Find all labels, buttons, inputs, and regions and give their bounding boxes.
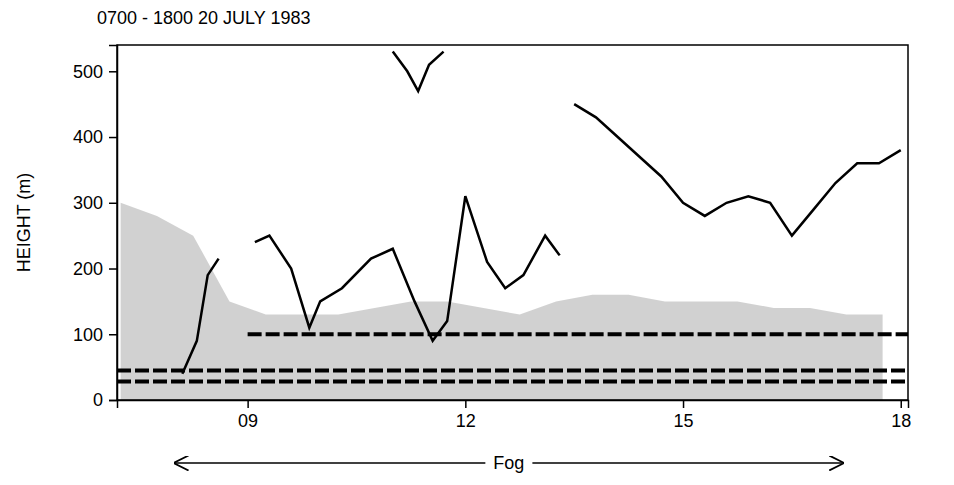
y-tick-mark — [109, 137, 117, 139]
y-tick-mark — [109, 268, 117, 270]
x-tick-label: 15 — [674, 411, 694, 431]
x-tick-mark — [900, 400, 902, 408]
y-tick: 500 — [73, 62, 117, 82]
x-tick: 18 — [891, 400, 911, 431]
plot-frame — [117, 45, 908, 400]
echo-trace — [117, 368, 908, 372]
x-tick: 12 — [456, 400, 476, 431]
chart: 0700 - 1800 20 JULY 1983 HEIGHT (m) 0 100 20… — [0, 0, 954, 485]
y-axis: 0 100 200 300 400 500 — [73, 46, 118, 411]
echo-trace — [117, 380, 908, 384]
echo-trace — [574, 104, 901, 235]
x-tick: 15 — [674, 400, 694, 431]
y-tick: 100 — [73, 325, 117, 345]
y-tick-mark — [109, 203, 117, 205]
x-axis-line — [118, 401, 909, 409]
y-tick-label: 0 — [93, 390, 103, 410]
annotation-label: Fog — [493, 453, 524, 473]
x-tick-mark — [465, 400, 467, 408]
annotation-arrow — [175, 462, 485, 464]
x-tick-mark — [247, 400, 249, 408]
y-tick-mark — [109, 400, 117, 402]
echo-trace — [255, 196, 560, 341]
y-tick: 300 — [73, 193, 117, 213]
y-tick-label: 400 — [73, 127, 103, 147]
title: 0700 - 1800 20 JULY 1983 — [97, 8, 311, 28]
annotation-arrow — [532, 462, 842, 464]
y-tick: 400 — [73, 127, 117, 147]
x-axis: 09 12 15 18 — [118, 400, 912, 431]
plot-marks — [117, 52, 908, 400]
y-tick-mark — [109, 334, 117, 336]
x-tick-label: 18 — [891, 411, 911, 431]
y-axis-title: HEIGHT (m) — [14, 173, 34, 273]
y-tick: 0 — [93, 390, 117, 410]
x-tick-label: 12 — [456, 411, 476, 431]
echo-trace — [393, 52, 444, 91]
echo-trace — [248, 332, 908, 336]
x-tick: 09 — [238, 400, 258, 431]
y-axis-line — [109, 46, 118, 401]
y-tick-label: 100 — [73, 325, 103, 345]
x-tick-mark — [683, 400, 685, 408]
y-tick-label: 200 — [73, 259, 103, 279]
echo-trace — [182, 259, 218, 374]
y-tick-label: 500 — [73, 62, 103, 82]
y-tick: 200 — [73, 259, 117, 279]
y-tick-label: 300 — [73, 193, 103, 213]
x-tick-label: 09 — [238, 411, 258, 431]
y-tick-mark — [109, 71, 117, 73]
